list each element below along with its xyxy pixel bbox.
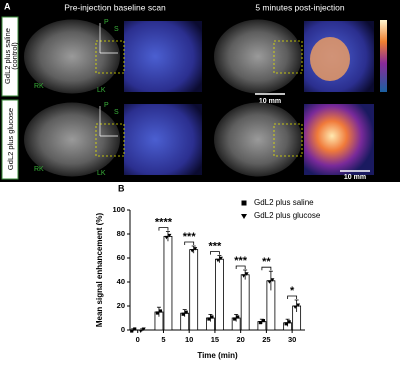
significance-bracket [184, 241, 195, 245]
y-tick-label: 40 [117, 277, 125, 286]
point [184, 310, 188, 314]
panel-label: A [4, 1, 11, 11]
y-axis-label: Mean signal enhancement (%) [95, 213, 104, 328]
orientation: S [114, 26, 119, 33]
row-label: GdL2 plus glucose [6, 108, 15, 170]
significance-bracket [158, 227, 169, 231]
orientation: LK [97, 170, 106, 177]
scale-bar-label: 10 mm [344, 174, 366, 181]
point [293, 305, 298, 309]
point [244, 272, 249, 276]
legend-label: GdL2 plus glucose [254, 211, 321, 220]
orientation: P [104, 102, 109, 109]
row-label-box [1, 16, 19, 97]
x-tick-label: 15 [211, 335, 219, 344]
point [241, 274, 246, 278]
point [261, 319, 265, 323]
significance-bracket [235, 265, 246, 269]
scale-bar-label: 10 mm [259, 98, 281, 105]
point [210, 315, 214, 319]
enhancement [310, 37, 350, 81]
point [215, 258, 220, 263]
x-tick-label: 30 [288, 335, 296, 344]
bar [163, 235, 173, 331]
significance-label: * [290, 285, 295, 297]
x-tick-label: 5 [161, 335, 165, 344]
point [236, 315, 240, 319]
point [130, 329, 134, 333]
orientation: LK [97, 87, 106, 94]
point [233, 317, 237, 321]
point [270, 278, 275, 282]
column-title: 5 minutes post-injection [255, 2, 345, 12]
column-title: Pre-injection baseline scan [64, 2, 166, 12]
orientation: RK [34, 166, 44, 173]
significance-label: *** [234, 255, 248, 267]
point [138, 329, 143, 333]
bar [215, 258, 224, 331]
point [181, 312, 185, 316]
row-label: GdL2 plus saline [3, 28, 12, 84]
orientation: S [114, 109, 119, 116]
point [164, 235, 169, 240]
mri-post [214, 19, 302, 94]
point [141, 327, 146, 331]
significance-label: *** [209, 241, 223, 253]
orientation: P [104, 19, 109, 26]
significance-bracket [210, 251, 220, 255]
y-tick-label: 20 [117, 301, 125, 310]
point [287, 320, 291, 324]
y-tick-label: 100 [112, 205, 125, 214]
point [190, 249, 195, 253]
point [155, 311, 160, 315]
legend-label: GdL2 plus saline [254, 198, 314, 207]
point [207, 317, 211, 321]
y-tick-label: 80 [117, 229, 125, 238]
significance-label: *** [183, 231, 197, 243]
significance-label: **** [155, 217, 173, 229]
roi-box [95, 40, 125, 74]
y-tick-label: 60 [117, 253, 125, 262]
roi-box [95, 123, 125, 157]
roi-box [273, 40, 303, 74]
x-axis-label: Time (min) [197, 351, 238, 360]
point [267, 280, 272, 284]
zoom-post [304, 104, 374, 175]
row-label: (control) [10, 42, 19, 70]
mri-baseline [24, 19, 120, 94]
point [158, 309, 163, 313]
point [133, 327, 137, 331]
point [296, 303, 301, 307]
row-label-box [1, 99, 19, 180]
point [218, 256, 223, 261]
x-tick-label: 20 [236, 335, 244, 344]
x-tick-label: 0 [136, 335, 140, 344]
bar [240, 274, 250, 331]
orientation: RK [34, 83, 44, 90]
significance-bracket [287, 295, 298, 299]
point [193, 247, 198, 251]
zoom-baseline [124, 21, 202, 92]
bar [189, 249, 199, 331]
mri-baseline [24, 102, 120, 177]
legend-marker [241, 214, 247, 219]
legend-marker [241, 200, 247, 206]
significance-bracket [261, 266, 272, 271]
zoom-baseline [124, 104, 202, 175]
point [284, 322, 288, 326]
significance-label: ** [262, 256, 271, 268]
x-tick-label: 10 [185, 335, 193, 344]
point [167, 233, 172, 238]
x-tick-label: 25 [262, 335, 270, 344]
y-tick-label: 0 [121, 325, 125, 334]
colorbar [380, 20, 387, 92]
point [258, 321, 262, 325]
panel-label: B [118, 183, 125, 193]
roi-box [273, 123, 303, 157]
mri-post [214, 102, 302, 177]
